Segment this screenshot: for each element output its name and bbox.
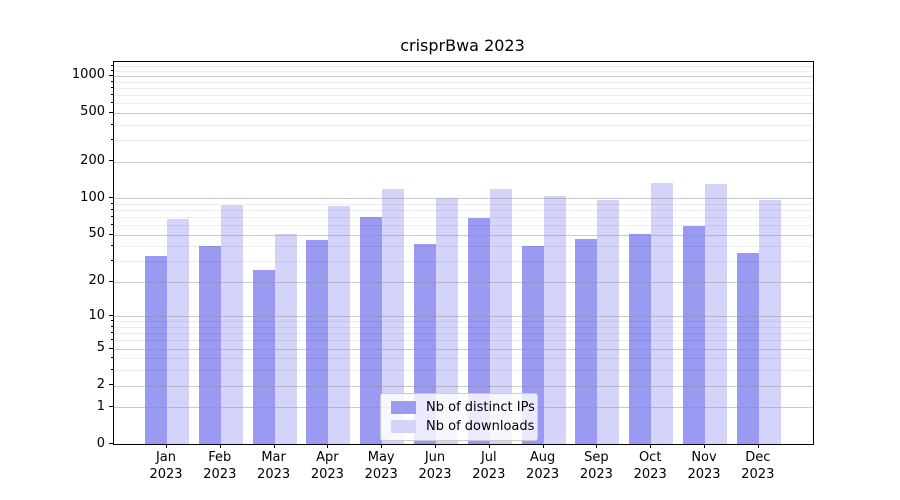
x-tick-label-dec: Dec 2023 xyxy=(741,450,775,482)
y-tick-mark-500 xyxy=(109,111,113,113)
y-tick-label-100: 100 xyxy=(80,189,105,205)
y-minor-tick-mark-70 xyxy=(111,215,113,217)
bar-downloads-oct xyxy=(651,182,674,444)
bar-distinct-ips-sep xyxy=(575,238,598,444)
y-tick-label-0: 0 xyxy=(96,435,105,451)
y-tick-label-200: 200 xyxy=(80,152,105,168)
y-tick-mark-100 xyxy=(109,197,113,199)
y-tick-label-1: 1 xyxy=(96,398,105,414)
y-minor-tick-mark-600 xyxy=(111,102,113,104)
y-tick-mark-0 xyxy=(109,443,113,444)
legend-swatch-distinct-ips xyxy=(391,401,416,414)
x-tick-label-jun: Jun 2023 xyxy=(418,450,452,482)
y-tick-label-500: 500 xyxy=(80,104,105,120)
y-tick-mark-2 xyxy=(109,384,113,386)
y-minor-tick-mark-90 xyxy=(111,202,113,204)
y-tick-mark-10 xyxy=(109,315,113,317)
y-minor-tick-mark-1200 xyxy=(111,65,113,67)
y-minor-tick-mark-900 xyxy=(111,80,113,82)
x-tick-label-jul: Jul 2023 xyxy=(472,450,506,482)
x-tick-mark-oct xyxy=(650,444,652,448)
x-tick-label-apr: Apr 2023 xyxy=(310,450,344,482)
bar-distinct-ips-dec xyxy=(736,253,759,444)
y-tick-mark-50 xyxy=(109,233,113,235)
legend-item-downloads: Nb of downloads xyxy=(381,417,537,436)
y-tick-label-1000: 1000 xyxy=(71,67,105,83)
x-tick-mark-mar xyxy=(273,444,275,448)
y-minor-tick-mark-400 xyxy=(111,123,113,125)
y-tick-mark-200 xyxy=(109,160,113,162)
legend-swatch-downloads xyxy=(391,420,416,433)
bar-distinct-ips-feb xyxy=(198,246,221,444)
bar-distinct-ips-mar xyxy=(252,270,275,444)
bar-downloads-aug xyxy=(543,196,566,444)
y-tick-mark-5 xyxy=(109,347,113,349)
y-tick-label-50: 50 xyxy=(88,226,105,242)
y-tick-mark-1000 xyxy=(109,74,113,76)
bar-distinct-ips-apr xyxy=(306,240,329,444)
y-minor-tick-mark-80 xyxy=(111,208,113,210)
x-tick-mark-jun xyxy=(435,444,436,448)
bar-downloads-feb xyxy=(220,204,243,444)
bar-downloads-mar xyxy=(274,233,297,444)
y-minor-tick-mark-3 xyxy=(111,369,113,371)
bar-distinct-ips-jan xyxy=(145,256,167,444)
x-tick-label-oct: Oct 2023 xyxy=(633,450,667,482)
bar-distinct-ips-oct xyxy=(629,233,652,444)
x-tick-label-may: May 2023 xyxy=(364,450,398,482)
x-tick-mark-feb xyxy=(219,444,221,448)
y-tick-label-5: 5 xyxy=(96,340,105,356)
x-tick-mark-apr xyxy=(327,444,329,448)
y-minor-tick-mark-60 xyxy=(111,224,113,225)
y-minor-tick-mark-1100 xyxy=(111,69,113,71)
y-minor-tick-mark-700 xyxy=(111,93,113,95)
x-tick-label-nov: Nov 2023 xyxy=(687,450,721,482)
bar-downloads-apr xyxy=(328,206,351,444)
x-tick-mark-jan xyxy=(166,444,167,448)
x-tick-label-aug: Aug 2023 xyxy=(526,450,560,482)
legend: Nb of distinct IPs Nb of downloads xyxy=(380,393,538,441)
y-tick-mark-20 xyxy=(109,280,113,282)
y-minor-tick-mark-800 xyxy=(111,86,113,88)
legend-label-downloads: Nb of downloads xyxy=(426,419,535,434)
x-tick-mark-sep xyxy=(596,444,598,448)
y-tick-label-10: 10 xyxy=(88,307,105,323)
legend-item-distinct-ips: Nb of distinct IPs xyxy=(381,398,537,417)
x-tick-mark-may xyxy=(381,444,383,448)
y-minor-tick-mark-40 xyxy=(111,245,113,247)
y-tick-mark-1 xyxy=(109,406,113,408)
bar-distinct-ips-may xyxy=(360,216,383,444)
x-tick-mark-nov xyxy=(704,444,705,448)
bar-downloads-nov xyxy=(705,183,727,444)
y-minor-tick-mark-30 xyxy=(111,260,113,262)
plot-area xyxy=(113,61,814,445)
bar-distinct-ips-jul xyxy=(467,217,490,444)
y-minor-tick-mark-9 xyxy=(111,320,113,322)
y-minor-tick-mark-6 xyxy=(111,339,113,341)
y-minor-tick-mark-300 xyxy=(111,138,113,140)
bar-distinct-ips-nov xyxy=(683,225,705,444)
x-tick-mark-aug xyxy=(542,444,544,448)
y-minor-tick-mark-4 xyxy=(111,357,113,359)
y-minor-tick-mark-8 xyxy=(111,325,113,327)
x-tick-mark-dec xyxy=(757,444,759,448)
x-tick-label-mar: Mar 2023 xyxy=(257,450,291,482)
bar-downloads-sep xyxy=(597,200,620,444)
x-tick-mark-jul xyxy=(488,444,490,448)
y-tick-label-20: 20 xyxy=(88,273,105,289)
x-tick-label-sep: Sep 2023 xyxy=(579,450,613,482)
bar-downloads-jul xyxy=(489,188,512,444)
bar-downloads-dec xyxy=(758,200,781,444)
bars-layer xyxy=(114,62,813,444)
bar-downloads-jun xyxy=(436,197,458,444)
x-tick-label-feb: Feb 2023 xyxy=(203,450,237,482)
y-tick-label-2: 2 xyxy=(96,376,105,392)
chart-title: crisprBwa 2023 xyxy=(400,36,525,55)
bar-downloads-may xyxy=(382,188,405,444)
bar-downloads-jan xyxy=(167,219,189,444)
y-minor-tick-mark-7 xyxy=(111,332,113,334)
x-tick-label-jan: Jan 2023 xyxy=(149,450,183,482)
legend-label-distinct-ips: Nb of distinct IPs xyxy=(426,400,535,415)
